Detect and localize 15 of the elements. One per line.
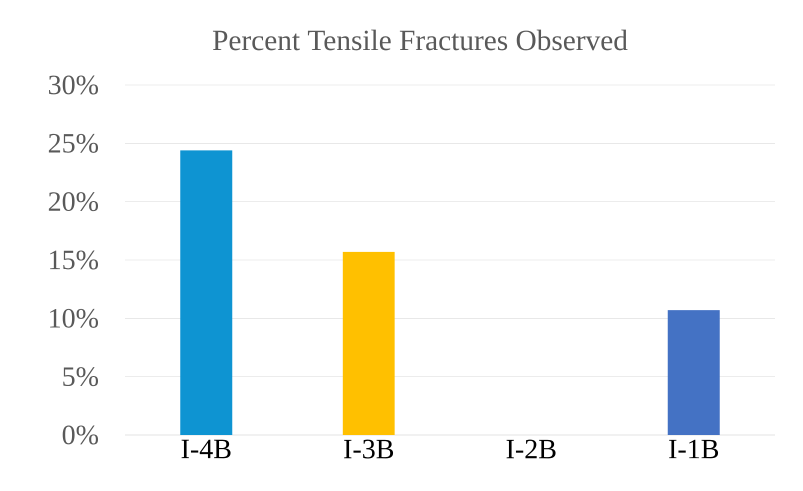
bar xyxy=(668,310,720,435)
x-tick-label: I-4B xyxy=(182,440,231,458)
y-tick-label: 0% xyxy=(62,426,98,444)
y-tick-label: 10% xyxy=(50,308,98,328)
x-tick-label: I-2B xyxy=(506,440,556,458)
y-tick-label: 30% xyxy=(48,76,98,94)
bar xyxy=(180,150,232,435)
y-tick-label: 20% xyxy=(48,192,98,212)
y-tick-label: 5% xyxy=(63,367,98,386)
x-tick-label: I-1B xyxy=(669,440,718,458)
bar xyxy=(342,252,395,435)
y-tick-label: 15% xyxy=(50,250,98,270)
chart-title: Percent Tensile Fractures Observed xyxy=(212,30,628,50)
x-tick-label: I-3B xyxy=(344,440,394,459)
y-tick-label: 25% xyxy=(48,134,98,153)
